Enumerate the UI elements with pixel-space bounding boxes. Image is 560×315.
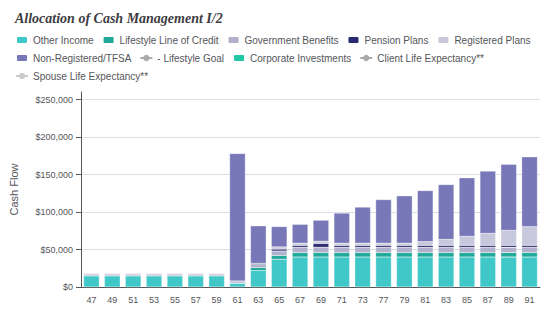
svg-text:Corporate Investments: Corporate Investments [250, 53, 351, 64]
svg-text:65: 65 [274, 295, 284, 305]
svg-text:Pension Plans: Pension Plans [364, 35, 428, 46]
svg-text:77: 77 [379, 295, 389, 305]
svg-text:$150,000: $150,000 [35, 170, 73, 180]
svg-text:67: 67 [295, 295, 305, 305]
svg-text:47: 47 [86, 295, 96, 305]
svg-text:Cash Flow: Cash Flow [8, 163, 20, 215]
svg-text:Lifestyle Line of Credit: Lifestyle Line of Credit [120, 35, 219, 46]
svg-text:Non-Registered/TFSA: Non-Registered/TFSA [33, 53, 132, 64]
svg-text:79: 79 [399, 295, 409, 305]
svg-text:87: 87 [483, 295, 493, 305]
svg-text:$250,000: $250,000 [35, 95, 73, 105]
svg-text:63: 63 [253, 295, 263, 305]
svg-text:81: 81 [420, 295, 430, 305]
svg-text:$200,000: $200,000 [35, 132, 73, 142]
svg-text:Client Life Expectancy**: Client Life Expectancy** [377, 53, 484, 64]
svg-text:59: 59 [212, 295, 222, 305]
svg-text:Registered Plans: Registered Plans [454, 35, 530, 46]
svg-text:Allocation of Cash Management: Allocation of Cash Management I/2 [14, 11, 223, 26]
svg-text:51: 51 [128, 295, 138, 305]
svg-text:89: 89 [504, 295, 514, 305]
svg-text:$0: $0 [63, 282, 73, 292]
svg-text:83: 83 [441, 295, 451, 305]
svg-text:49: 49 [107, 295, 117, 305]
svg-text:Other Income: Other Income [33, 35, 94, 46]
svg-text:$100,000: $100,000 [35, 207, 73, 217]
svg-text:Government Benefits: Government Benefits [245, 35, 339, 46]
svg-text:- Lifestyle Goal: - Lifestyle Goal [157, 53, 224, 64]
svg-text:61: 61 [232, 295, 242, 305]
svg-text:73: 73 [358, 295, 368, 305]
svg-text:85: 85 [462, 295, 472, 305]
svg-text:$50,000: $50,000 [40, 245, 73, 255]
svg-text:71: 71 [337, 295, 347, 305]
svg-text:57: 57 [191, 295, 201, 305]
svg-text:Spouse Life Expectancy**: Spouse Life Expectancy** [33, 71, 148, 82]
svg-text:69: 69 [316, 295, 326, 305]
svg-text:53: 53 [149, 295, 159, 305]
svg-text:55: 55 [170, 295, 180, 305]
svg-text:91: 91 [525, 295, 535, 305]
